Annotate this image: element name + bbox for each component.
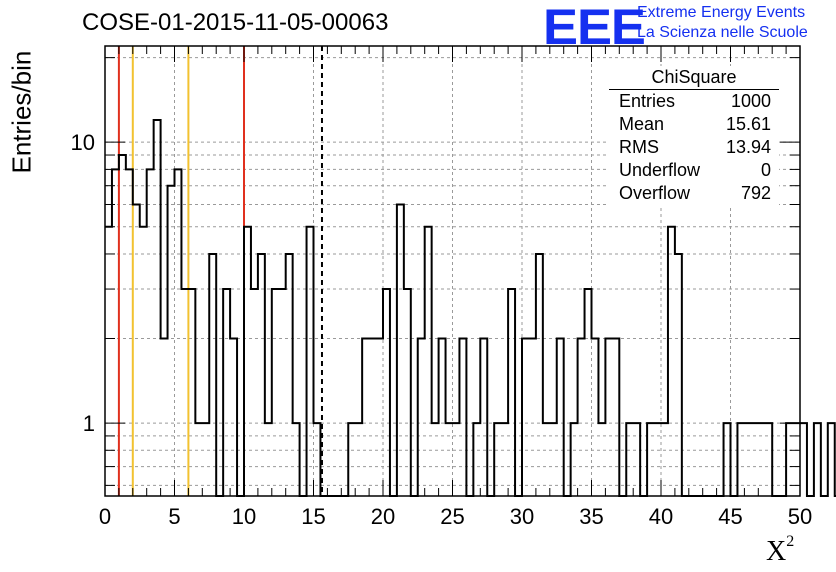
y-tick-label: 10 (71, 130, 95, 155)
y-axis-ticks: 1 10 (71, 57, 800, 486)
logo-tagline-1: Extreme Energy Events (637, 4, 806, 21)
x-tick-label: 15 (301, 504, 325, 529)
x-tick-label: 40 (649, 504, 673, 529)
stats-row-mean: Mean 15.61 (619, 114, 771, 134)
x-tick-label: 0 (99, 504, 111, 529)
eee-logo: EEE (543, 0, 646, 55)
x-tick-label: 50 (788, 504, 812, 529)
chart-title: COSE-01-2015-11-05-00063 (82, 9, 389, 36)
stats-row-rms: RMS 13.94 (619, 137, 771, 157)
x-tick-label: 35 (579, 504, 603, 529)
grid-lines (105, 46, 800, 496)
y-axis-label: Entries/bin (6, 50, 37, 174)
stats-box: ChiSquare Entries 1000 Mean 15.61 RMS 13.94… (609, 66, 779, 205)
stats-row-entries: Entries 1000 (619, 91, 771, 111)
stats-row-underflow: Underflow 0 (619, 160, 771, 180)
x-tick-label: 25 (440, 504, 464, 529)
stats-row-overflow: Overflow 792 (619, 183, 771, 203)
reference-lines (117, 46, 323, 496)
x-tick-label: 30 (510, 504, 534, 529)
x-tick-label: 10 (232, 504, 256, 529)
x-axis-ticks: 0 5 10 15 20 25 30 35 40 45 50 (99, 46, 812, 529)
x-tick-label: 45 (718, 504, 742, 529)
x-tick-label: 5 (168, 504, 180, 529)
logo-tagline-2: La Scienza nelle Scuole (637, 24, 808, 41)
stats-header: ChiSquare (609, 66, 779, 90)
x-tick-label: 20 (371, 504, 395, 529)
x-axis-label: X2 (766, 532, 795, 567)
y-tick-label: 1 (83, 411, 95, 436)
